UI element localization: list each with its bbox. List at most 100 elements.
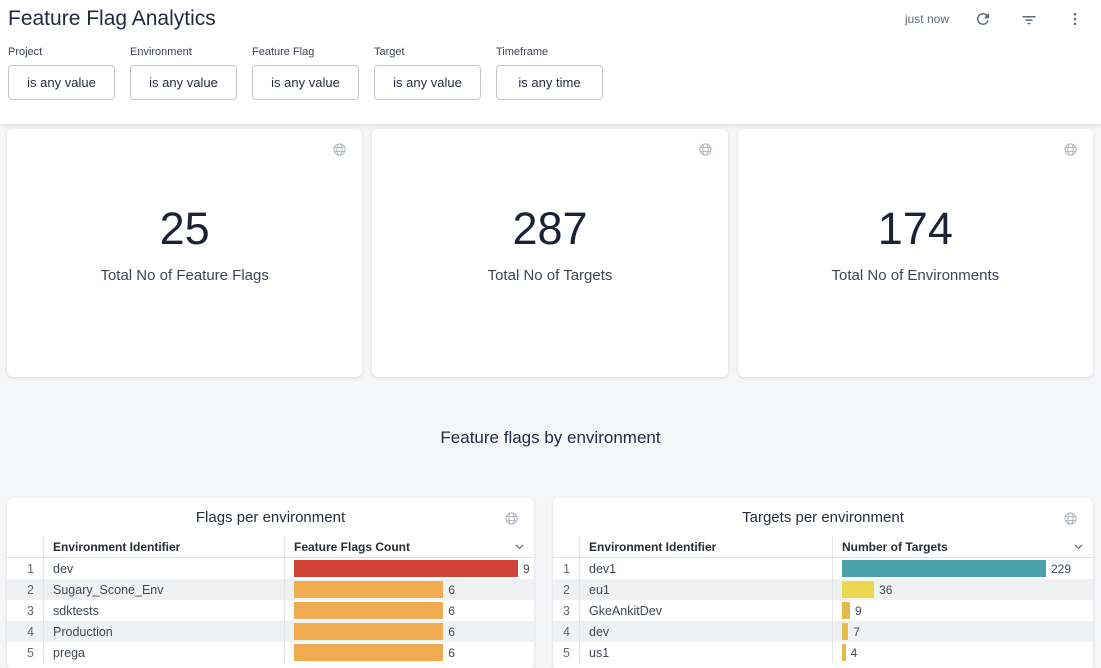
kpi-value: 287	[512, 202, 588, 254]
chevron-down-icon[interactable]	[1072, 540, 1085, 553]
bar-value: 6	[448, 603, 455, 618]
table-body: 1 dev1 229 2 eu1 36 3 GkeAnkitDev 9 4 dev 7 5 us1 4	[553, 558, 1093, 663]
data-bar	[842, 560, 1046, 577]
environment-cell: us1	[580, 642, 833, 663]
filter-label: Project	[8, 46, 43, 58]
row-number: 4	[7, 621, 44, 642]
table-body: 1 dev 9 2 Sugary_Scone_Env 6 3 sdktests 6 4 Produc…	[7, 558, 534, 663]
row-number-column-header	[7, 536, 44, 557]
targets-per-environment-tile: Targets per environment Environment Iden…	[553, 498, 1093, 668]
row-number: 2	[553, 579, 580, 600]
table-row: 5 prega 6	[7, 642, 534, 663]
filter-feature-flag: Feature Flag is any value	[252, 46, 359, 100]
kpi-label: Total No of Environments	[831, 267, 1000, 285]
filter-label: Environment	[130, 46, 192, 58]
tile-title: Targets per environment	[742, 508, 904, 526]
kpi-tile-targets: 287 Total No of Targets	[372, 129, 728, 377]
data-bar	[842, 602, 850, 619]
globe-icon[interactable]	[504, 511, 519, 531]
globe-icon[interactable]	[332, 142, 347, 162]
kpi-value: 25	[159, 202, 210, 254]
table-row: 2 Sugary_Scone_Env 6	[7, 579, 534, 600]
row-number-column-header	[553, 536, 580, 557]
table-header-row: Environment Identifier Number of Targets	[553, 536, 1093, 558]
environment-cell: eu1	[580, 579, 833, 600]
globe-icon[interactable]	[1063, 511, 1078, 531]
section-heading: Feature flags by environment	[440, 427, 661, 447]
row-number: 3	[7, 600, 44, 621]
row-number: 2	[7, 579, 44, 600]
table-row: 4 dev 7	[553, 621, 1093, 642]
bar-cell: 9	[285, 558, 534, 579]
kpi-content: 174 Total No of Environments	[832, 204, 1000, 285]
kebab-menu-icon[interactable]	[1063, 7, 1087, 31]
globe-icon[interactable]	[1063, 142, 1078, 162]
filter-icon[interactable]	[1017, 7, 1041, 31]
kpi-row: 25 Total No of Feature Flags 287 Total N…	[7, 129, 1093, 377]
flags-per-environment-tile: Flags per environment Environment Identi…	[7, 498, 534, 668]
last-updated-label: just now	[904, 11, 949, 26]
filter-environment: Environment is any value	[130, 46, 237, 100]
dashboard-header: Feature Flag Analytics just now	[0, 0, 1101, 32]
table-row: 1 dev1 229	[553, 558, 1093, 579]
table-row: 3 GkeAnkitDev 9	[553, 600, 1093, 621]
data-bar	[294, 602, 444, 619]
data-bar	[842, 623, 849, 640]
table-row: 5 us1 4	[553, 642, 1093, 663]
filter-value-button[interactable]: is any value	[252, 65, 359, 100]
bar-value: 4	[850, 645, 858, 660]
tile-title: Flags per environment	[195, 508, 346, 526]
data-table: Environment Identifier Number of Targets…	[553, 536, 1093, 663]
environment-cell: dev1	[580, 558, 833, 579]
column-header-environment[interactable]: Environment Identifier	[580, 536, 833, 557]
filter-value-button[interactable]: is any value	[8, 65, 115, 100]
bar-cell: 6	[285, 600, 534, 621]
table-header-row: Environment Identifier Feature Flags Cou…	[7, 536, 534, 558]
header-actions: just now	[905, 7, 1087, 31]
column-header-label: Number of Targets	[842, 539, 948, 554]
filter-bar: Project is any value Environment is any …	[0, 32, 1101, 100]
filter-value-button[interactable]: is any time	[496, 65, 603, 100]
kpi-tile-environments: 174 Total No of Environments	[737, 129, 1093, 377]
kpi-value: 174	[877, 202, 953, 254]
bar-cell: 6	[285, 579, 534, 600]
bar-value: 7	[853, 624, 860, 639]
column-header-environment[interactable]: Environment Identifier	[44, 536, 285, 557]
bar-value: 229	[1051, 561, 1072, 576]
row-number: 5	[7, 642, 44, 663]
bar-cell: 7	[833, 621, 1093, 642]
refresh-icon[interactable]	[971, 7, 995, 31]
bar-value: 6	[448, 582, 455, 597]
data-table: Environment Identifier Feature Flags Cou…	[7, 536, 534, 663]
column-header-count[interactable]: Number of Targets	[833, 536, 1093, 557]
chevron-down-icon[interactable]	[513, 540, 526, 553]
filter-value-button[interactable]: is any value	[130, 65, 237, 100]
filter-target: Target is any value	[374, 46, 481, 100]
filter-label: Timeframe	[496, 46, 549, 58]
environment-cell: sdktests	[44, 600, 285, 621]
row-number: 1	[7, 558, 44, 579]
page-title: Feature Flag Analytics	[8, 6, 216, 30]
row-number: 4	[553, 621, 580, 642]
filter-value-button[interactable]: is any value	[374, 65, 481, 100]
kpi-content: 25 Total No of Feature Flags	[100, 204, 268, 285]
table-row: 2 eu1 36	[553, 579, 1093, 600]
data-bar	[294, 623, 444, 640]
bar-cell: 36	[833, 579, 1093, 600]
environment-cell: dev	[580, 621, 833, 642]
globe-icon[interactable]	[698, 142, 713, 162]
environment-cell: Sugary_Scone_Env	[44, 579, 285, 600]
filter-project: Project is any value	[8, 46, 115, 100]
environment-cell: GkeAnkitDev	[580, 600, 833, 621]
bar-cell: 6	[285, 621, 534, 642]
bar-cell: 9	[833, 600, 1093, 621]
bar-value: 9	[523, 561, 530, 576]
bar-value: 6	[448, 645, 455, 660]
bar-cell: 4	[833, 642, 1093, 663]
filter-label: Feature Flag	[252, 46, 315, 58]
bar-value: 36	[879, 582, 893, 597]
tables-row: Flags per environment Environment Identi…	[7, 498, 1093, 668]
column-header-count[interactable]: Feature Flags Count	[285, 536, 534, 557]
table-row: 4 Production 6	[7, 621, 534, 642]
kpi-content: 287 Total No of Targets	[488, 204, 613, 285]
